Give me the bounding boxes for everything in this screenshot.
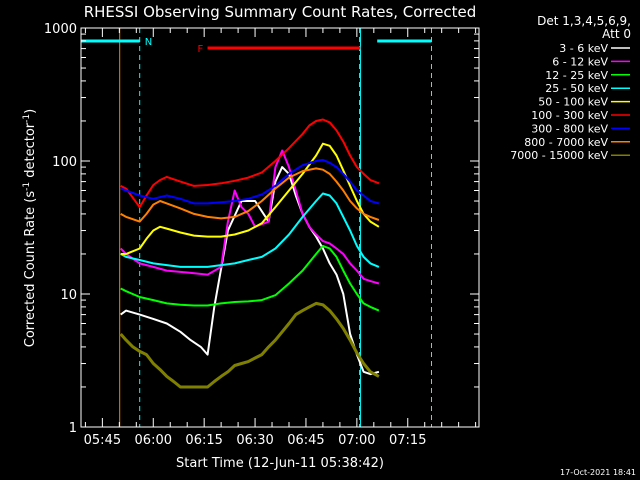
x-tick-label: 06:45 <box>287 433 324 448</box>
y-axis: 1 10 100 1000 <box>44 22 479 436</box>
y-tick-label: 100 <box>52 155 77 170</box>
night-marker-label: N <box>145 37 152 48</box>
y-axis-label-sup1: -1 <box>22 182 32 191</box>
y-axis-label-sup2: -1 <box>22 114 32 123</box>
y-axis-label: Corrected Count Rate (s-1 detector-1) <box>22 109 38 347</box>
y-tick-label: 10 <box>60 288 77 303</box>
chart-title: RHESSI Observing Summary Count Rates, Co… <box>84 3 477 21</box>
series-line <box>120 244 380 312</box>
x-tick-label: 05:45 <box>84 433 121 448</box>
legend-label: 7000 - 15000 keV <box>510 149 608 162</box>
legend-label: 50 - 100 keV <box>538 96 608 109</box>
series-line <box>120 192 380 268</box>
series-line <box>119 301 380 389</box>
series-line <box>120 118 380 209</box>
x-axis-label: Start Time (12-Jun-11 05:38:42) <box>176 456 384 471</box>
x-axis: 05:45 06:00 06:15 06:30 06:45 07:00 07:15 <box>84 28 477 448</box>
x-tick-label: 07:00 <box>338 433 375 448</box>
legend-label: 3 - 6 keV <box>559 42 608 55</box>
legend-header-attenuator: Att 0 <box>602 27 631 41</box>
y-tick-label: 1 <box>69 421 77 436</box>
x-tick-label: 07:15 <box>389 433 426 448</box>
plot-area: NF <box>81 28 432 427</box>
x-tick-label: 06:00 <box>135 433 172 448</box>
y-axis-label-main: Corrected Count Rate (s <box>23 191 38 348</box>
x-tick-label: 06:15 <box>185 433 222 448</box>
legend-label: 800 - 7000 keV <box>524 136 608 149</box>
legend-header-detectors: Det 1,3,4,5,6,9, <box>537 14 631 28</box>
legend-label: 12 - 25 keV <box>545 69 608 82</box>
series-line <box>120 166 380 376</box>
legend-label: 25 - 50 keV <box>545 82 608 95</box>
y-axis-label-end: ) <box>23 109 38 114</box>
series-line <box>120 167 380 223</box>
timestamp: 17-Oct-2021 18:41 <box>560 468 636 477</box>
series-line <box>120 142 380 255</box>
legend-label: 100 - 300 keV <box>531 109 608 122</box>
y-tick-label: 1000 <box>44 22 77 37</box>
flare-marker-label: F <box>198 44 204 55</box>
plot-frame <box>80 27 480 428</box>
series-line <box>120 158 380 205</box>
x-tick-label: 06:30 <box>236 433 273 448</box>
legend-label: 6 - 12 keV <box>552 55 608 68</box>
y-axis-label-mid: detector <box>23 122 38 182</box>
legend-label: 300 - 800 keV <box>531 122 608 135</box>
